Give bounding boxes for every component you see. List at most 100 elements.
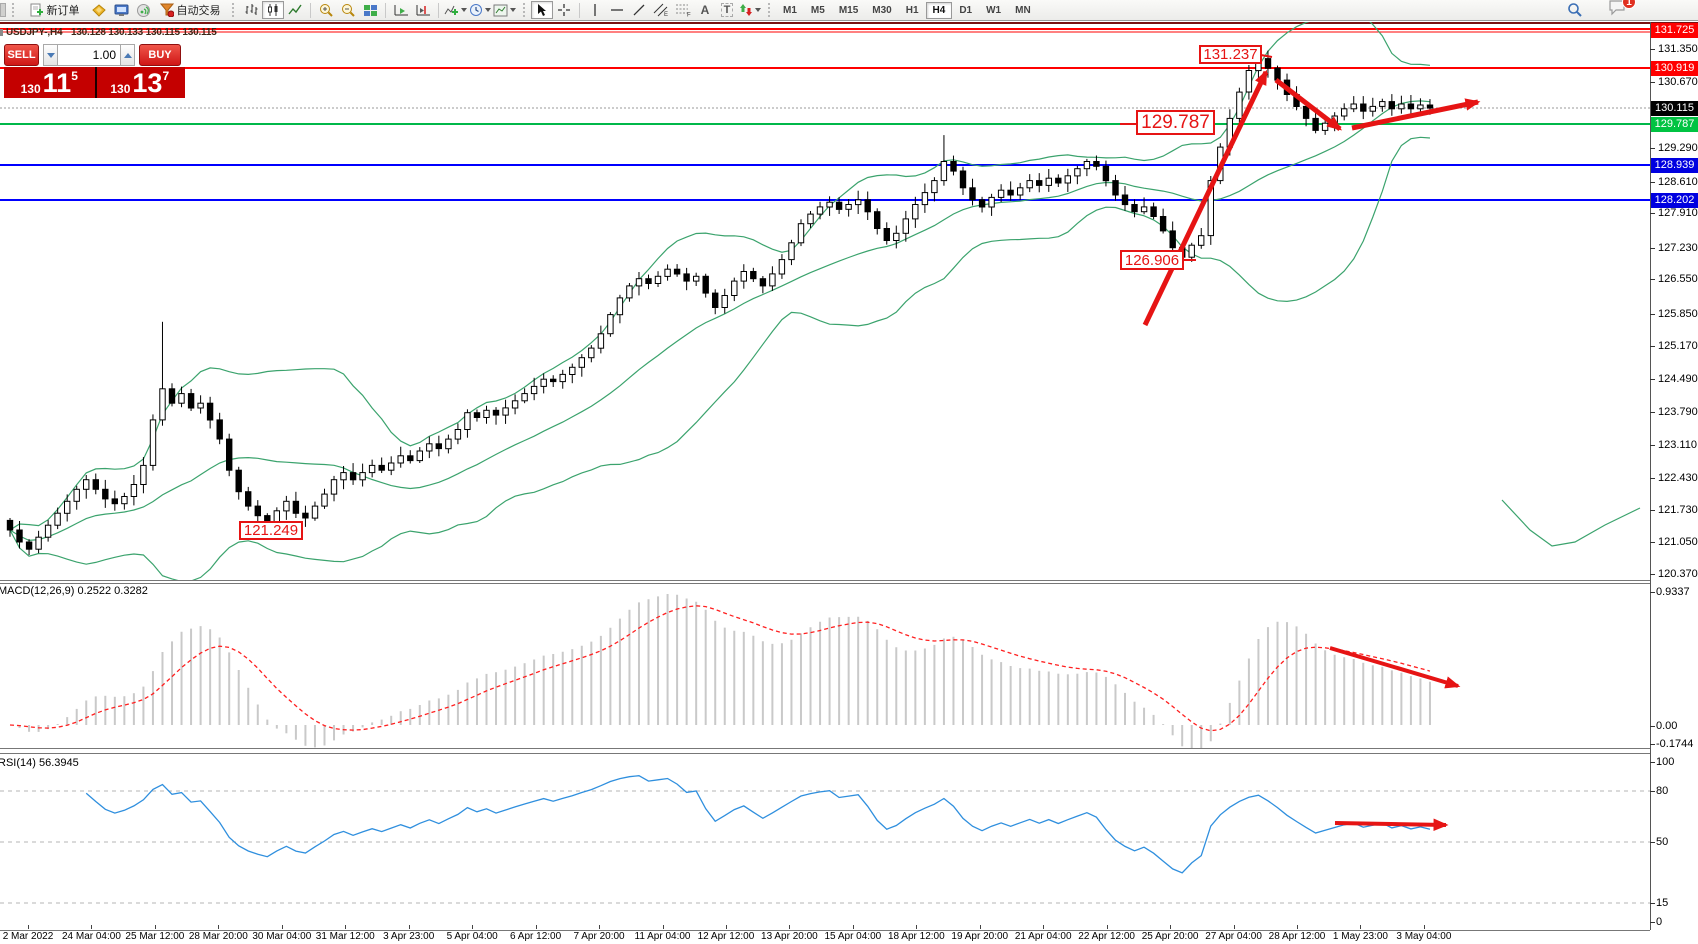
candle-body bbox=[464, 412, 471, 431]
bars-chart-icon bbox=[245, 4, 258, 15]
tile-windows-button[interactable] bbox=[359, 1, 381, 19]
buy-button[interactable]: BUY bbox=[139, 44, 181, 66]
price-annotation[interactable]: 129.787 bbox=[1136, 110, 1215, 135]
signals-button[interactable] bbox=[132, 1, 154, 19]
time-axis-tick bbox=[1423, 925, 1425, 929]
candle-body bbox=[550, 378, 557, 383]
templates-button[interactable] bbox=[492, 1, 517, 19]
candle-body bbox=[816, 206, 824, 215]
time-axis-label: 6 Apr 12:00 bbox=[510, 931, 562, 942]
price-tag: 129.787 bbox=[1651, 116, 1698, 132]
time-axis-label: 21 Apr 04:00 bbox=[1014, 931, 1072, 942]
channel-button[interactable]: E bbox=[650, 1, 672, 19]
panel-divider[interactable] bbox=[0, 748, 1650, 749]
signal-icon bbox=[136, 3, 150, 17]
vertical-line-button[interactable] bbox=[584, 1, 606, 19]
chart-shift-button[interactable] bbox=[412, 1, 434, 19]
chart-bars-button[interactable] bbox=[240, 1, 262, 19]
candle-body bbox=[988, 196, 995, 208]
trendline-button[interactable] bbox=[628, 1, 650, 19]
window-border bbox=[0, 20, 1698, 24]
panel-divider[interactable] bbox=[0, 580, 1650, 581]
candle-body bbox=[168, 388, 176, 404]
timeframe-d1[interactable]: D1 bbox=[952, 2, 979, 19]
candle-body bbox=[216, 419, 223, 440]
green-curve-fragment bbox=[1501, 499, 1641, 547]
search-button[interactable] bbox=[1564, 1, 1586, 19]
zoom-in-button[interactable] bbox=[315, 1, 337, 19]
candle-body bbox=[1055, 177, 1062, 184]
candle-body bbox=[311, 505, 319, 519]
chart-line-button[interactable] bbox=[284, 1, 306, 19]
fibonacci-button[interactable]: F bbox=[672, 1, 694, 19]
timeframe-m15[interactable]: M15 bbox=[832, 2, 865, 19]
price-annotation[interactable]: 131.237 bbox=[1199, 45, 1262, 64]
price-annotation[interactable]: 126.906 bbox=[1120, 250, 1184, 270]
dropdown-caret-icon bbox=[755, 8, 761, 12]
time-axis-label: 15 Apr 04:00 bbox=[824, 931, 882, 942]
crosshair-button[interactable] bbox=[553, 1, 575, 19]
timeframe-mn[interactable]: MN bbox=[1008, 2, 1038, 19]
timeframe-m5[interactable]: M5 bbox=[804, 2, 832, 19]
sell-button[interactable]: SELL bbox=[4, 44, 39, 66]
timeframe-m1[interactable]: M1 bbox=[776, 2, 804, 19]
candle-body bbox=[492, 409, 500, 416]
text-button[interactable]: A bbox=[694, 1, 716, 19]
candle-body bbox=[1150, 206, 1157, 217]
auto-trading-button[interactable]: 自动交易 bbox=[154, 1, 226, 19]
monitor-icon bbox=[114, 4, 128, 16]
candle-body bbox=[883, 228, 890, 241]
candle-body bbox=[673, 268, 681, 275]
horizontal-line-button[interactable] bbox=[606, 1, 628, 19]
toolbar-grip bbox=[12, 3, 16, 17]
new-order-button[interactable]: 新订单 bbox=[20, 1, 88, 19]
price-annotation[interactable]: 121.249 bbox=[239, 521, 303, 540]
candle-body bbox=[1426, 104, 1434, 109]
zoom-out-button[interactable] bbox=[337, 1, 359, 19]
volume-input[interactable] bbox=[58, 44, 120, 66]
candle-body bbox=[92, 479, 99, 490]
time-axis-label: 28 Apr 12:00 bbox=[1268, 931, 1326, 942]
quotes-button[interactable] bbox=[88, 1, 110, 19]
timeframe-w1[interactable]: W1 bbox=[979, 2, 1008, 19]
y-axis-label: 121.730 bbox=[1658, 504, 1698, 516]
indicator-axis-label: 0.00 bbox=[1656, 720, 1678, 732]
cursor-button[interactable] bbox=[531, 1, 553, 19]
volume-increase-button[interactable] bbox=[120, 44, 135, 66]
y-axis-label: 123.790 bbox=[1658, 406, 1698, 418]
candle-body bbox=[1074, 168, 1081, 177]
market-watch-button[interactable] bbox=[110, 1, 132, 19]
timeframe-h1[interactable]: H1 bbox=[899, 2, 926, 19]
text-label-button[interactable]: T bbox=[716, 1, 738, 19]
auto-trading-label: 自动交易 bbox=[176, 5, 221, 17]
sell-price[interactable]: 130 11 5 bbox=[4, 67, 95, 98]
panel-divider[interactable] bbox=[0, 583, 1650, 584]
candle-body bbox=[1321, 122, 1329, 131]
auto-scroll-button[interactable] bbox=[390, 1, 412, 19]
periods-button[interactable] bbox=[468, 1, 492, 19]
candle-body bbox=[1102, 165, 1110, 182]
candle-body bbox=[626, 285, 633, 299]
panel-divider[interactable] bbox=[0, 753, 1650, 754]
candle-body bbox=[1341, 108, 1348, 117]
timeframe-h4[interactable]: H4 bbox=[925, 1, 953, 19]
time-axis-tick bbox=[1106, 925, 1108, 929]
volume-decrease-button[interactable] bbox=[43, 44, 58, 66]
arrows-button[interactable] bbox=[738, 1, 762, 19]
timeframe-m30[interactable]: M30 bbox=[865, 2, 898, 19]
zoom-out-icon bbox=[341, 3, 355, 17]
candle-body bbox=[597, 333, 605, 349]
candle-body bbox=[759, 278, 767, 287]
time-axis-label: 7 Apr 20:00 bbox=[573, 931, 625, 942]
chart-candles-button[interactable] bbox=[262, 1, 284, 19]
chat-button[interactable]: 1 bbox=[1608, 0, 1636, 21]
buy-price[interactable]: 130 13 7 bbox=[95, 67, 186, 98]
indicator-axis-tick bbox=[1650, 922, 1655, 923]
indicator-axis-label: 15 bbox=[1656, 897, 1669, 909]
indicators-button[interactable] bbox=[443, 1, 468, 19]
time-axis-tick bbox=[662, 925, 664, 929]
candle-body bbox=[283, 500, 290, 512]
buy-price-pips: 13 bbox=[132, 68, 163, 98]
y-axis-tick bbox=[1650, 279, 1655, 280]
